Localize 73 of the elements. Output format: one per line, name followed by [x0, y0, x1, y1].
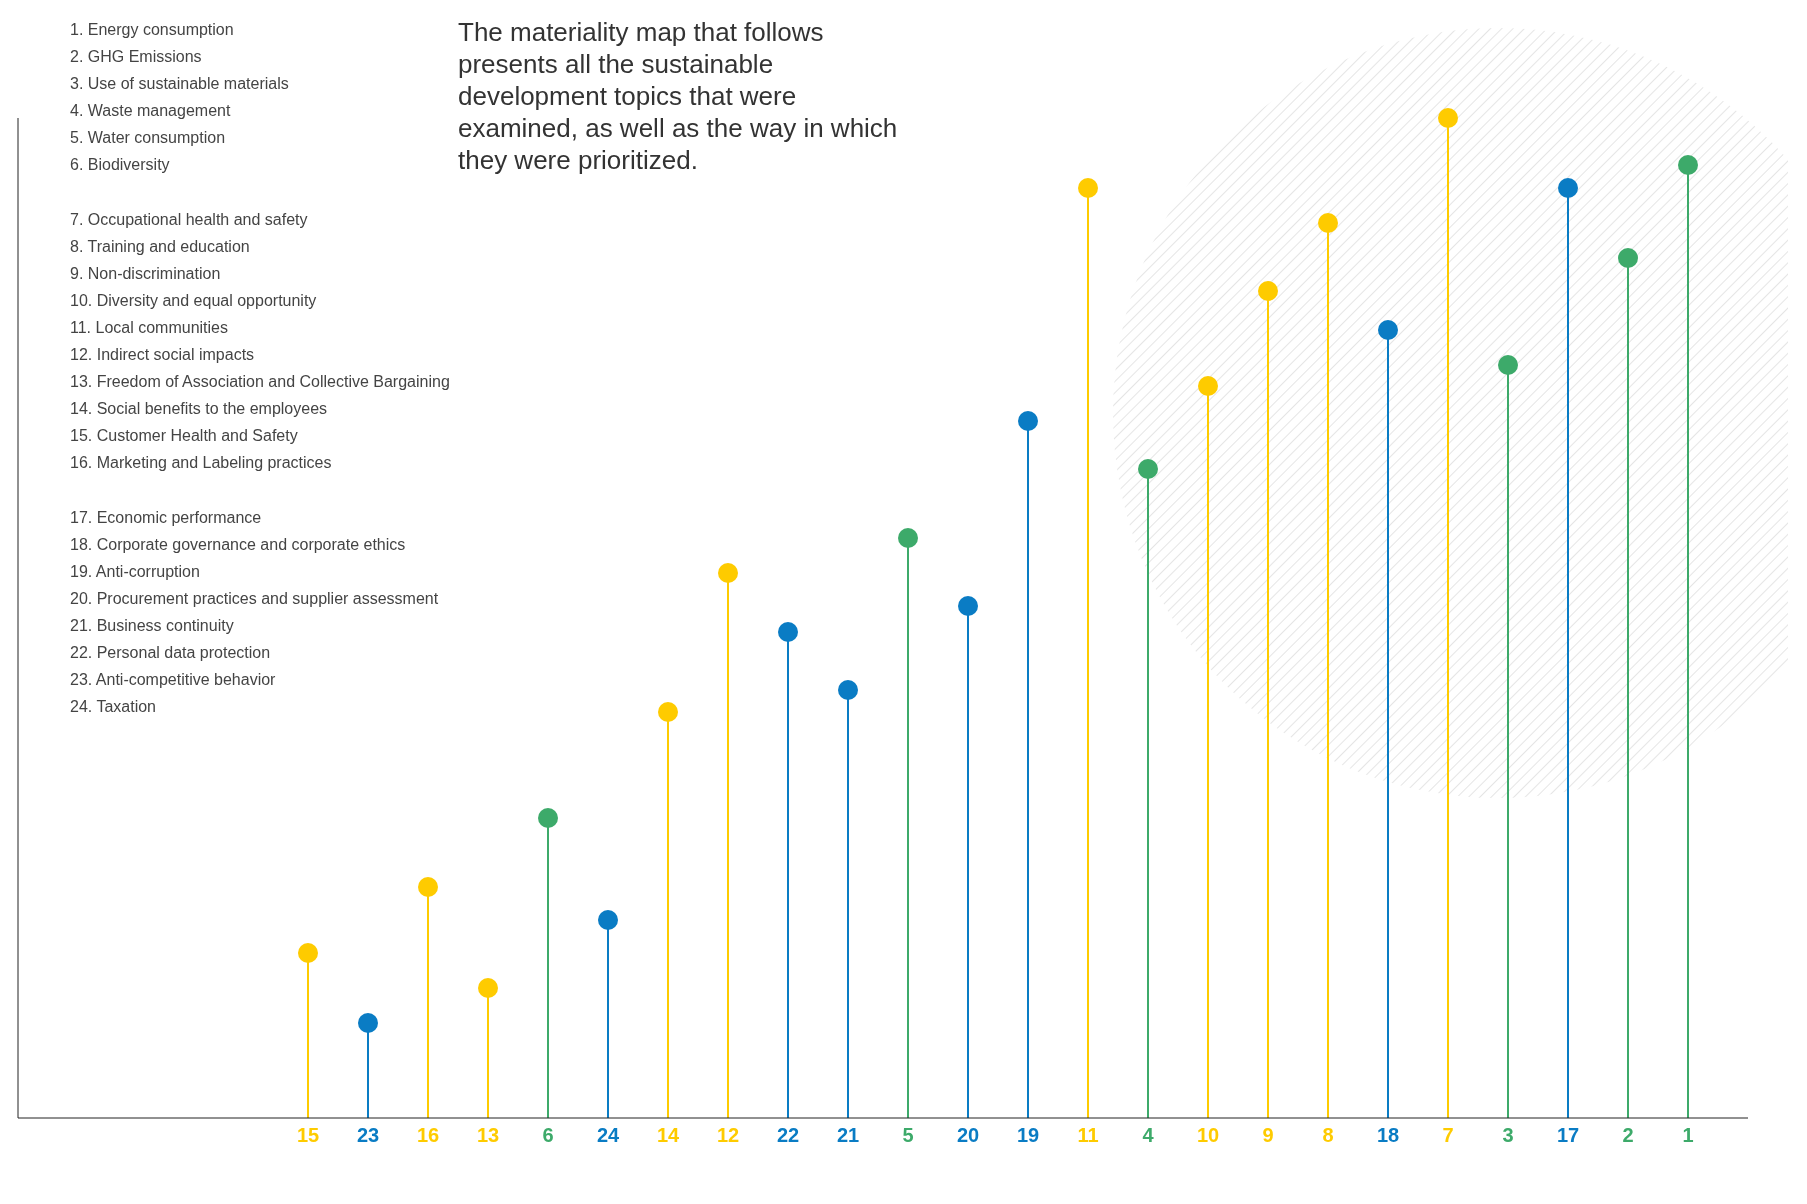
text: 9. Non-discrimination [70, 264, 222, 284]
annotation: 7. Occupational health and safety [70, 210, 309, 230]
x-tick-label: 17 [1556, 1124, 1580, 1146]
x-tick-label: 18 [1376, 1124, 1400, 1146]
text: 19. Anti-corruption [70, 562, 201, 582]
x-tick-label: 7 [1442, 1124, 1454, 1146]
point [1138, 459, 1158, 479]
x-tick-label: 4 [1142, 1124, 1155, 1146]
x-tick-label: 12 [716, 1124, 740, 1146]
text: 17. Economic performance [70, 508, 263, 528]
x-tick-label: 3 [1502, 1124, 1514, 1146]
annotation: 20. Procurement practices and supplier assessment [70, 589, 440, 609]
point [598, 910, 618, 930]
x-tick-label: 8 [1322, 1124, 1334, 1146]
x-tick-label: 10 [1196, 1124, 1220, 1146]
text: 2. GHG Emissions [70, 47, 203, 67]
text: 12. Indirect social impacts [70, 345, 256, 365]
point [1198, 376, 1218, 396]
point [1618, 248, 1638, 268]
x-tick-label: 21 [836, 1124, 860, 1146]
annotation: 16. Marketing and Labeling practices [70, 453, 333, 473]
x-tick-label: 13 [476, 1124, 500, 1146]
text: 1. Energy consumption [70, 20, 235, 40]
point [1558, 178, 1578, 198]
point [838, 680, 858, 700]
x-tick-label: 24 [596, 1124, 620, 1146]
x-tick-label: 16 [416, 1124, 440, 1146]
x-tick-label: 1 [1682, 1124, 1694, 1146]
x-tick-label: 15 [296, 1124, 320, 1146]
x-tick-label: 11 [1077, 1124, 1099, 1146]
point [1318, 213, 1338, 233]
x-tick-label: 20 [956, 1124, 980, 1146]
annotation: 13. Freedom of Association and Collective Bargaining [70, 372, 450, 392]
point [898, 528, 918, 548]
text: 21. Business continuity [70, 616, 235, 636]
text: 22. Personal data protection [70, 643, 272, 663]
point [1258, 281, 1278, 301]
text: 8. Training and education [70, 237, 251, 257]
point [358, 1013, 378, 1033]
text: 5. Water consumption [70, 128, 227, 148]
point [658, 702, 678, 722]
point [778, 622, 798, 642]
text: 3. Use of sustainable materials [70, 74, 290, 94]
x-tick-label: 6 [542, 1124, 554, 1146]
x-tick-label: 14 [656, 1124, 680, 1146]
annotation: 14. Social benefits to the employees [70, 399, 329, 419]
annotation: 18. Corporate governance and corporate ethics [70, 535, 407, 555]
point [1438, 108, 1458, 128]
point [478, 978, 498, 998]
chart-subtitle: The materiality map that follows presents all the sustainable development topics that were examined, as well as the way in which they were prioritized. [458, 16, 898, 176]
text: 4. Waste management [70, 101, 232, 121]
point [1678, 155, 1698, 175]
point [1018, 411, 1038, 431]
point [418, 877, 438, 897]
x-tick-label: 23 [356, 1124, 380, 1146]
point [718, 563, 738, 583]
x-tick-label: 22 [776, 1124, 800, 1146]
point [1378, 320, 1398, 340]
x-tick-label: 19 [1016, 1124, 1040, 1146]
text: 24. Taxation [70, 697, 157, 717]
text: 23. Anti-competitive behavior [70, 670, 277, 690]
point [298, 943, 318, 963]
x-tick-label: 5 [902, 1124, 914, 1146]
point [1078, 178, 1098, 198]
point [538, 808, 558, 828]
x-tick-label: 9 [1262, 1124, 1274, 1146]
text: 6. Biodiversity [70, 155, 171, 175]
x-tick-label: 2 [1622, 1124, 1634, 1146]
annotation: 15. Customer Health and Safety [70, 426, 299, 446]
point [1498, 355, 1518, 375]
point [958, 596, 978, 616]
text: 11. Local communities [70, 318, 229, 338]
annotation: 10. Diversity and equal opportunity [70, 291, 318, 311]
